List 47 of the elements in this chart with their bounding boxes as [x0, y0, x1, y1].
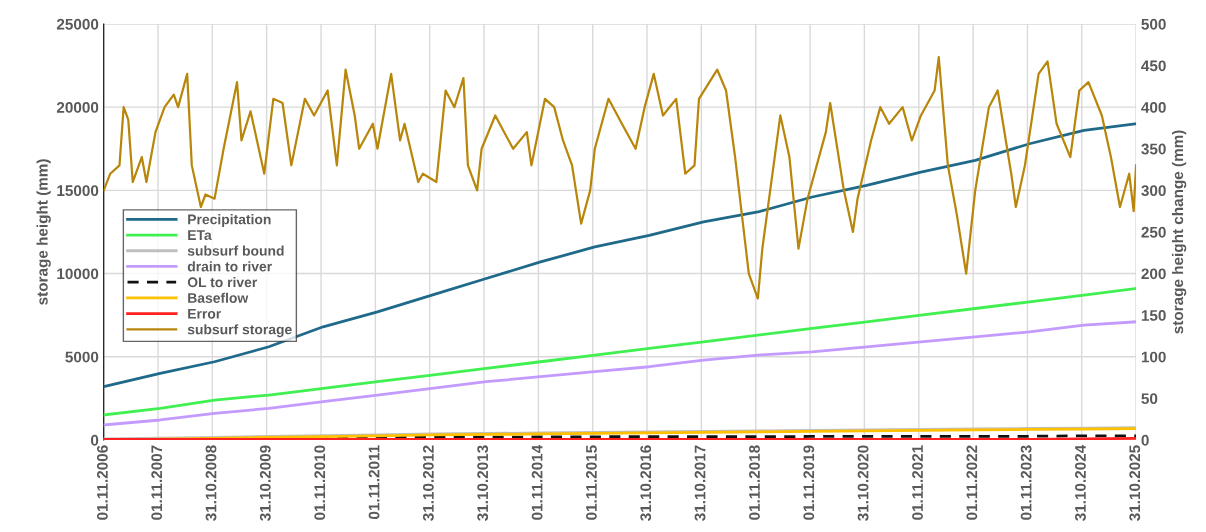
y2-tick-label: 450	[1141, 60, 1166, 72]
legend-label: OL to river	[187, 276, 258, 288]
y-tick-label: 0	[90, 434, 99, 446]
x-tick-label: 01.11.2022	[966, 445, 978, 520]
y-tick-label: 5000	[65, 351, 99, 363]
x-tick-label: 31.10.2013	[477, 445, 489, 521]
y2-tick-label: 100	[1141, 351, 1166, 363]
y2-tick-label: 0	[1141, 434, 1149, 446]
y2-tick-label: 200	[1141, 268, 1166, 280]
y-axis-title: storage height (mm)	[36, 159, 51, 305]
x-tick-label: 01.11.2014	[531, 444, 543, 520]
y2-tick-label: 250	[1141, 226, 1166, 238]
x-tick-label: 01.11.2006	[97, 445, 108, 520]
y-tick-label: 10000	[57, 268, 99, 280]
x-tick-label: 01.11.2023	[1020, 445, 1032, 520]
y-tick-label: 25000	[56, 18, 99, 30]
x-tick-label: 31.10.2012	[422, 445, 434, 521]
x-tick-label: 01.11.2021	[912, 445, 923, 520]
legend-label: ETa	[188, 230, 212, 241]
y2-tick-label: 500	[1141, 18, 1166, 30]
y2-axis-title: storage height change (mm)	[1171, 130, 1187, 334]
y2-tick-label: 150	[1141, 310, 1166, 321]
legend-label: drain to river	[187, 261, 272, 272]
legend-label: Precipitation	[188, 214, 271, 228]
legend-label: Error	[188, 308, 222, 319]
x-tick-label: 31.10.2016	[640, 445, 652, 521]
x-tick-label: 01.11.2019	[803, 445, 815, 520]
x-tick-label: 31.10.2024	[1075, 444, 1086, 521]
y-tick-label: 20000	[56, 102, 99, 113]
legend-label: subsurf bound	[187, 245, 284, 256]
x-tick-label: 31.10.2025	[1129, 445, 1141, 521]
y2-tick-label: 50	[1141, 393, 1158, 405]
y2-tick-label: 300	[1141, 185, 1166, 197]
x-tick-label: 01.11.2011	[368, 445, 380, 519]
x-tick-label: 31.10.2008	[205, 445, 217, 521]
y2-tick-label: 400	[1141, 102, 1166, 113]
x-tick-label: 31.10.2020	[857, 445, 869, 521]
x-tick-label: 31.10.2017	[694, 445, 706, 521]
x-tick-label: 01.11.2015	[586, 445, 597, 520]
x-tick-label: 01.11.2007	[151, 445, 163, 520]
x-tick-label: 01.11.2010	[314, 445, 326, 520]
y2-tick-label: 350	[1141, 143, 1166, 155]
legend-label: Baseflow	[188, 292, 249, 303]
legend-label: subsurf storage	[187, 324, 292, 338]
x-tick-label: 01.11.2018	[749, 445, 760, 520]
x-tick-label: 31.10.2009	[259, 445, 271, 521]
y-tick-label: 15000	[57, 185, 99, 197]
